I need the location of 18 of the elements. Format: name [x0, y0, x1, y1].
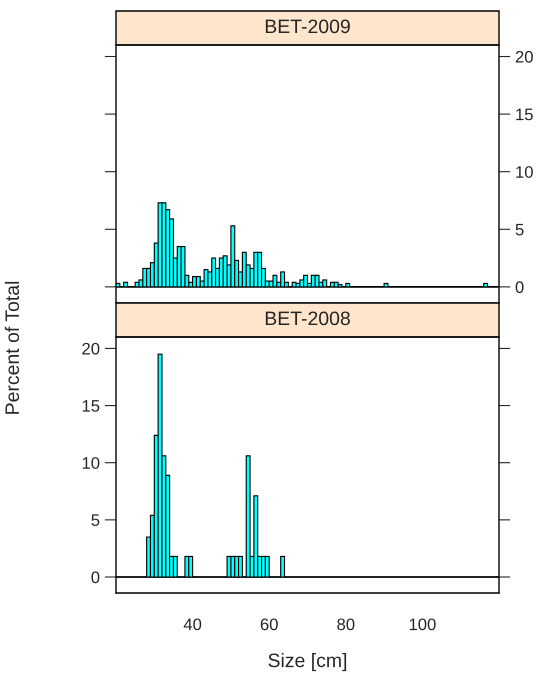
y-tick-label: 5 [516, 224, 524, 236]
y-tick-label: 10 [516, 166, 533, 178]
chart-title: BET-2008 [266, 311, 350, 326]
y-tick-label: 0 [516, 281, 524, 294]
y-tick-label: 0 [91, 571, 100, 584]
y-tick-label: 15 [82, 400, 100, 412]
chart-title: BET-2009 [266, 19, 350, 34]
y-tick-label: 5 [91, 514, 100, 526]
x-axis-title: Size [cm] [268, 652, 346, 672]
x-tick-label: 80 [337, 618, 354, 630]
y-tick-label: 20 [82, 342, 100, 355]
y-tick-label: 20 [516, 50, 533, 63]
x-tick-label: 100 [410, 618, 436, 630]
y-tick-label: 15 [516, 108, 533, 120]
x-tick-label: 40 [184, 618, 202, 630]
y-tick-label: 10 [82, 457, 100, 469]
y-axis-title: Percent of Total [4, 282, 20, 414]
x-tick-label: 60 [260, 618, 278, 630]
